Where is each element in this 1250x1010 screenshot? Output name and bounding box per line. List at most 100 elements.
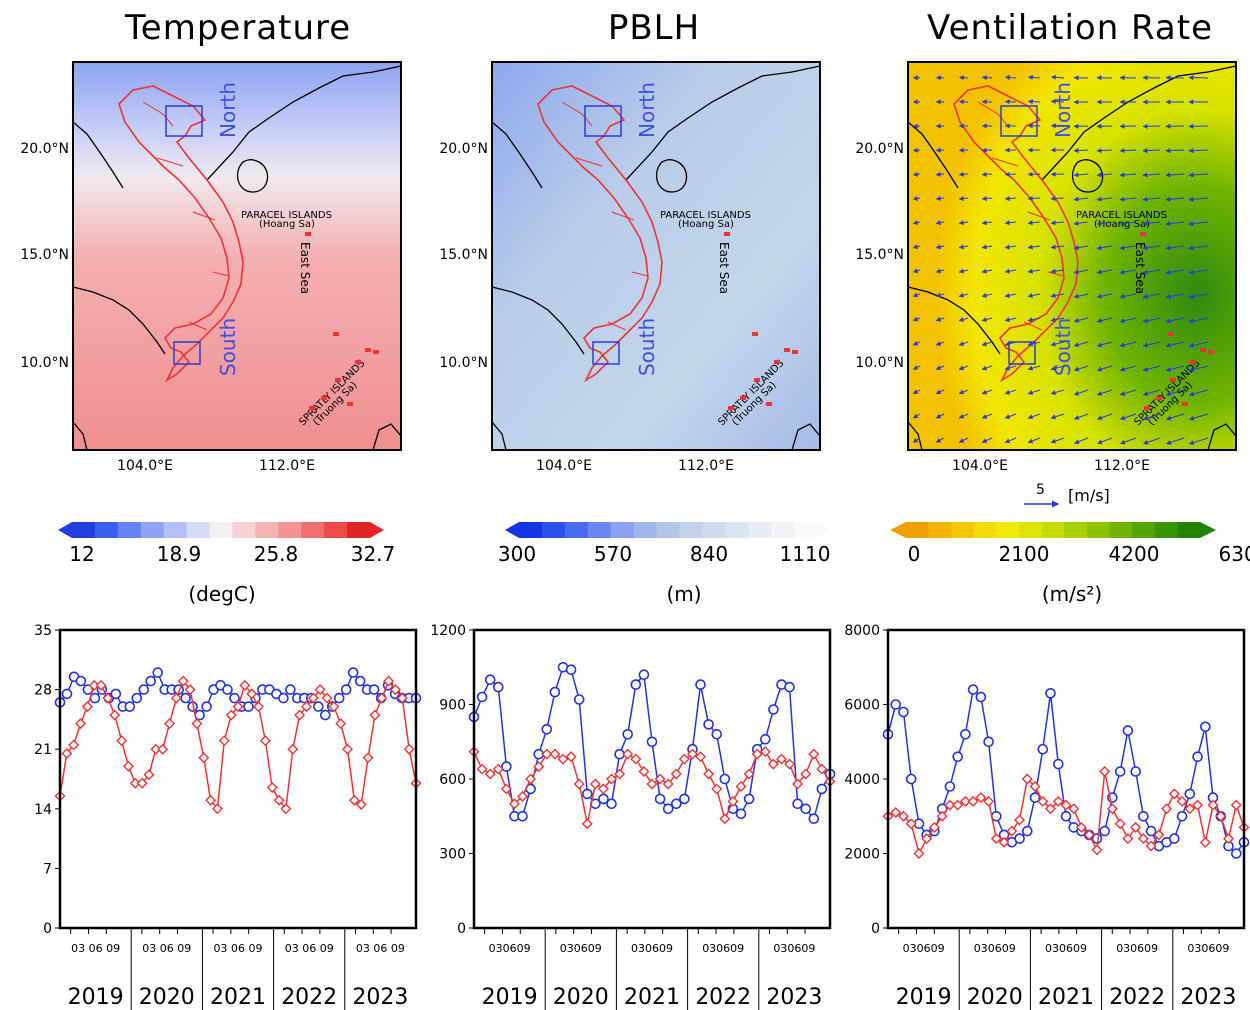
series-point-north (670, 798, 682, 810)
colorbar-segment-0-10 (301, 522, 325, 538)
wind-vector-2 (958, 75, 969, 81)
wind-vector-205 (1143, 437, 1161, 445)
y-tick-label: 0 (43, 921, 52, 937)
wind-vector-167 (1165, 365, 1185, 372)
month-tick-label: 030609 (773, 942, 815, 955)
colorbar-tick-label: 1110 (779, 542, 831, 566)
y-tick-label: 0 (457, 921, 466, 937)
year-label: 2021 (624, 985, 680, 1010)
series-point-north (549, 686, 561, 698)
series-point-south (952, 799, 964, 811)
series-point-south (975, 792, 987, 804)
colorbar-segment-0-8 (255, 522, 279, 538)
wind-vector-181 (1188, 389, 1209, 397)
wind-vector-116 (1188, 269, 1209, 275)
wind-vector-105 (935, 268, 945, 274)
series-point-south (967, 795, 979, 807)
series-point-south (905, 818, 917, 830)
wind-vector-142 (1188, 317, 1209, 324)
wind-vector-127 (1142, 293, 1161, 299)
island-mark-0-8 (309, 406, 315, 410)
series-point-south (767, 758, 779, 770)
series-point-north (952, 751, 964, 762)
series-point-north (1192, 751, 1203, 762)
series-point-north (1145, 825, 1157, 837)
wind-vector-80 (958, 220, 969, 226)
series-point-south (259, 735, 271, 747)
series-point-south (1083, 829, 1095, 841)
colorbar-segment-1-11 (771, 522, 795, 538)
colorbar-segment-1-0 (519, 522, 543, 538)
wind-vector-166 (1142, 365, 1161, 372)
wind-vector-110 (1050, 268, 1065, 274)
series-point-south (253, 701, 265, 713)
wind-vector-95 (1004, 244, 1017, 250)
series-point-south (1215, 810, 1227, 822)
series-point-north (75, 675, 87, 687)
wind-vector-78 (912, 220, 921, 225)
unit-temperature: (degC) (188, 582, 256, 606)
year-label: 2019 (482, 985, 538, 1010)
month-tick-label: 030609 (1045, 942, 1087, 955)
month-tick-label: 030609 (631, 942, 673, 955)
wind-vector-182 (912, 413, 921, 419)
province-lines-1 (561, 101, 649, 331)
wind-vector-126 (1119, 293, 1137, 299)
wind-vector-111 (1073, 269, 1089, 275)
series-point-north (646, 736, 658, 748)
wind-vector-195 (912, 437, 921, 443)
wind-vector-131 (935, 316, 945, 322)
series-point-north (152, 667, 163, 678)
wind-vector-62 (1142, 172, 1161, 178)
series-point-north (1053, 758, 1064, 770)
y-tick-label: 21 (34, 742, 52, 758)
lon-label: 112.0°E (678, 458, 734, 474)
series-point-north (630, 679, 642, 690)
wind-vector-204 (1120, 437, 1137, 445)
series-point-north (606, 798, 617, 810)
series-point-south (75, 718, 87, 730)
year-label: 2019 (68, 985, 124, 1010)
colorbar-segment-1-8 (702, 522, 726, 538)
series-point-south (218, 735, 230, 747)
series-point-south (983, 795, 995, 807)
north-box-0 (165, 105, 203, 137)
series-point-south (68, 739, 80, 751)
island-mark-2-8 (1144, 406, 1150, 410)
series-point-north (638, 669, 650, 680)
series-point-north (1114, 766, 1126, 777)
series-point-south (383, 675, 395, 687)
wind-vector-191 (1119, 413, 1137, 421)
wind-vector-171 (958, 389, 969, 395)
colorbar-tick-label: 4200 (1108, 542, 1160, 566)
series-point-north (145, 675, 156, 687)
wind-vector-118 (935, 292, 945, 298)
wind-vector-115 (1165, 269, 1185, 275)
lat-label: 15.0°N (855, 247, 904, 263)
series-point-south (348, 794, 360, 806)
colorbar-segment-1-4 (610, 522, 635, 538)
island-mark-0-7 (373, 350, 379, 354)
series-point-south (606, 773, 618, 785)
wind-vector-112 (1096, 269, 1113, 275)
year-label: 2020 (139, 985, 195, 1010)
series-point-south (719, 813, 731, 825)
wind-vector-73 (1096, 196, 1113, 202)
wind-vector-175 (1050, 389, 1065, 395)
wind-vector-117 (912, 292, 921, 298)
series-point-south (959, 795, 971, 807)
colorbar-segment-1-6 (656, 522, 680, 538)
wind-vector-48 (1119, 148, 1137, 154)
wind-vector-134 (1004, 317, 1017, 323)
series-point-south (630, 753, 642, 765)
colorbar-left-triangle-0 (58, 522, 72, 538)
wind-vector-139 (1119, 317, 1137, 324)
colorbar-segment-0-2 (117, 522, 142, 538)
series-point-south (936, 810, 948, 822)
wind-vector-6 (1050, 74, 1065, 80)
wind-vector-147 (1004, 341, 1017, 347)
wind-vector-146 (981, 341, 993, 347)
series-point-south (1207, 799, 1219, 811)
series-point-north (711, 729, 723, 740)
series-point-south (476, 763, 488, 775)
